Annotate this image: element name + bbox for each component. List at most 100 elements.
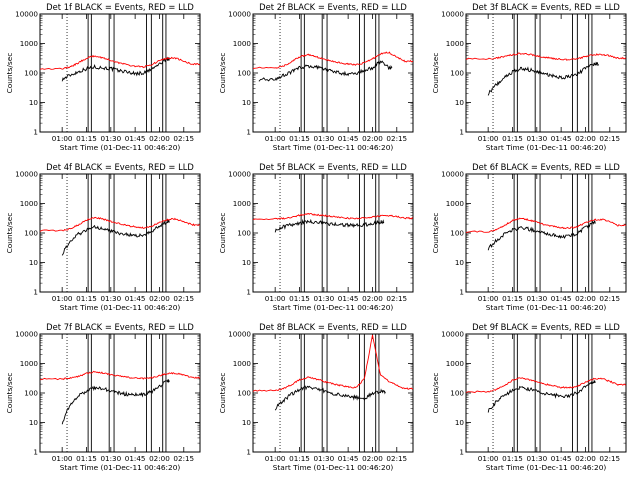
y-tick-label: 100 <box>24 229 38 238</box>
y-axis-label: Counts/sec <box>218 53 227 94</box>
x-axis-label: Start Time (01-Dec-11 00:46:20) <box>486 143 607 152</box>
plot-frame <box>39 13 201 133</box>
y-axis-label: Counts/sec <box>218 213 227 254</box>
x-tick-label: 01:30 <box>313 294 334 303</box>
x-tick-label: 01:45 <box>125 454 146 463</box>
x-tick-label: 01:00 <box>52 454 73 463</box>
x-tick-label: 01:15 <box>502 294 523 303</box>
x-tick-label: 01:15 <box>502 454 523 463</box>
series-line-events <box>487 380 596 413</box>
y-tick-label: 1000 <box>446 199 465 208</box>
y-tick-label: 10000 <box>228 10 251 19</box>
y-axis-label: Counts/sec <box>431 373 440 414</box>
x-tick-label: 01:45 <box>551 294 572 303</box>
chart-panel-7: Det 7f BLACK = Events, RED = LLD 1 10 100 10… <box>5 322 201 472</box>
series-line-lld <box>252 213 414 221</box>
y-tick-label: 100 <box>24 389 38 398</box>
chart-title: Det 6f BLACK = Events, RED = LLD <box>472 162 620 172</box>
y-tick-label: 1000 <box>20 359 39 368</box>
plot-frame <box>465 173 627 293</box>
x-tick-label: 01:15 <box>76 294 97 303</box>
plot-frame <box>252 13 414 133</box>
chart-panel-8: Det 8f BLACK = Events, RED = LLD 1 10 100 10… <box>218 322 414 472</box>
y-tick-label: 10000 <box>228 170 251 179</box>
chart-title: Det 2f BLACK = Events, RED = LLD <box>259 2 407 12</box>
chart-panel-9: Det 9f BLACK = Events, RED = LLD 1 10 100 10… <box>431 322 627 472</box>
series-line-lld <box>39 216 201 232</box>
x-tick-label: 02:00 <box>149 454 170 463</box>
chart-title: Det 9f BLACK = Events, RED = LLD <box>472 322 620 332</box>
plot-frame <box>39 173 201 293</box>
x-tick-label: 01:45 <box>125 134 146 143</box>
chart-panel-3: Det 3f BLACK = Events, RED = LLD 1 10 100 10… <box>431 2 627 152</box>
series-line-events <box>487 61 599 96</box>
x-tick-label: 01:00 <box>265 294 286 303</box>
y-tick-label: 10000 <box>15 330 38 339</box>
chart-title: Det 1f BLACK = Events, RED = LLD <box>46 2 194 12</box>
y-tick-label: 10000 <box>441 330 464 339</box>
y-tick-label: 1 <box>459 288 464 297</box>
y-tick-label: 1 <box>246 128 251 137</box>
x-tick-label: 02:15 <box>173 454 194 463</box>
x-axis-label: Start Time (01-Dec-11 00:46:20) <box>60 143 181 152</box>
x-axis-label: Start Time (01-Dec-11 00:46:20) <box>486 463 607 472</box>
series-line-lld <box>39 54 201 70</box>
y-tick-label: 10000 <box>15 170 38 179</box>
y-axis-label: Counts/sec <box>5 213 14 254</box>
y-tick-label: 100 <box>237 229 251 238</box>
y-tick-label: 1000 <box>233 199 252 208</box>
y-tick-label: 10 <box>242 258 252 267</box>
x-tick-label: 01:15 <box>502 134 523 143</box>
chart-title: Det 8f BLACK = Events, RED = LLD <box>259 322 407 332</box>
chart-title: Det 7f BLACK = Events, RED = LLD <box>46 322 194 332</box>
x-tick-label: 02:15 <box>386 294 407 303</box>
y-tick-label: 1000 <box>20 199 39 208</box>
x-tick-label: 01:15 <box>76 134 97 143</box>
y-tick-label: 10000 <box>15 10 38 19</box>
x-tick-label: 01:45 <box>338 294 359 303</box>
y-tick-label: 10 <box>455 418 465 427</box>
x-tick-label: 01:15 <box>289 294 310 303</box>
y-tick-label: 1000 <box>20 39 39 48</box>
y-tick-label: 1 <box>246 448 251 457</box>
series-line-events <box>274 218 385 233</box>
y-tick-label: 1000 <box>233 39 252 48</box>
y-tick-label: 100 <box>237 69 251 78</box>
x-tick-label: 01:15 <box>289 454 310 463</box>
y-tick-label: 100 <box>450 229 464 238</box>
chart-panel-1: Det 1f BLACK = Events, RED = LLD 1 10 100 10… <box>5 2 201 152</box>
x-tick-label: 02:00 <box>362 454 383 463</box>
y-axis-label: Counts/sec <box>5 373 14 414</box>
x-tick-label: 01:00 <box>478 454 499 463</box>
x-axis-label: Start Time (01-Dec-11 00:46:20) <box>273 303 394 312</box>
x-tick-label: 02:00 <box>362 134 383 143</box>
x-tick-label: 01:30 <box>526 454 547 463</box>
x-tick-label: 01:00 <box>265 134 286 143</box>
chart-title: Det 5f BLACK = Events, RED = LLD <box>259 162 407 172</box>
y-tick-label: 100 <box>24 69 38 78</box>
x-tick-label: 01:45 <box>551 454 572 463</box>
x-tick-label: 01:30 <box>100 454 121 463</box>
y-tick-label: 1000 <box>446 359 465 368</box>
x-tick-label: 01:00 <box>52 294 73 303</box>
y-tick-label: 1000 <box>233 359 252 368</box>
y-tick-label: 1 <box>459 128 464 137</box>
series-line-events <box>61 219 170 256</box>
y-tick-label: 10 <box>242 98 252 107</box>
x-tick-label: 02:00 <box>575 454 596 463</box>
x-tick-label: 02:15 <box>599 294 620 303</box>
plot-frame <box>252 173 414 293</box>
y-tick-label: 10 <box>242 418 252 427</box>
y-tick-label: 10000 <box>228 330 251 339</box>
x-tick-label: 02:15 <box>386 134 407 143</box>
y-tick-label: 10 <box>455 258 465 267</box>
x-tick-label: 01:30 <box>526 294 547 303</box>
chart-panel-6: Det 6f BLACK = Events, RED = LLD 1 10 100 10… <box>431 162 627 312</box>
y-axis-label: Counts/sec <box>5 53 14 94</box>
x-tick-label: 01:30 <box>526 134 547 143</box>
x-tick-label: 02:00 <box>575 134 596 143</box>
chart-title: Det 4f BLACK = Events, RED = LLD <box>46 162 194 172</box>
y-tick-label: 10000 <box>441 10 464 19</box>
x-axis-label: Start Time (01-Dec-11 00:46:20) <box>60 303 181 312</box>
chart-panel-4: Det 4f BLACK = Events, RED = LLD 1 10 100 10… <box>5 162 201 312</box>
